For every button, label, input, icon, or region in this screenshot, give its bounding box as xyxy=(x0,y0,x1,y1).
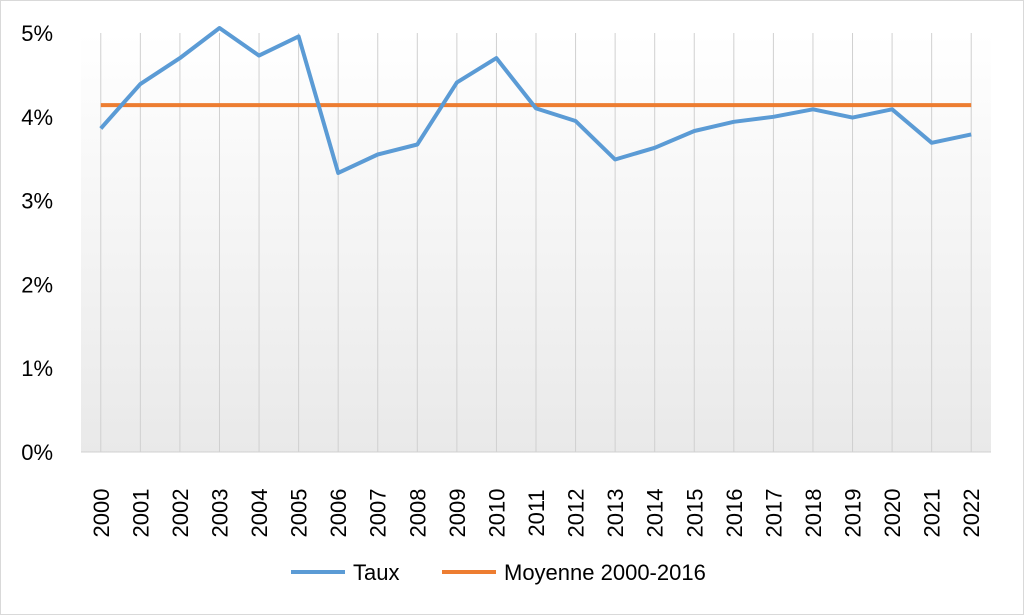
x-tick-label: 2002 xyxy=(168,489,193,538)
y-tick-label: 3% xyxy=(21,189,53,214)
legend-label: Taux xyxy=(353,560,399,585)
x-tick-label: 2003 xyxy=(207,489,232,538)
x-tick-label: 2013 xyxy=(603,489,628,538)
x-tick-label: 2021 xyxy=(920,489,945,538)
x-tick-label: 2017 xyxy=(761,489,786,538)
x-tick-label: 2015 xyxy=(682,489,707,538)
y-tick-label: 5% xyxy=(21,21,53,46)
gridlines xyxy=(81,33,991,453)
x-tick-label: 2018 xyxy=(801,489,826,538)
x-tick-label: 2020 xyxy=(880,489,905,538)
x-tick-label: 2022 xyxy=(959,489,984,538)
x-tick-label: 2011 xyxy=(524,489,549,536)
y-tick-label: 1% xyxy=(21,356,53,381)
x-tick-label: 2008 xyxy=(405,489,430,538)
x-tick-label: 2004 xyxy=(247,489,272,538)
y-axis-tick-labels: 0% 1% 2% 3% 4% 5% xyxy=(21,21,53,465)
y-tick-label: 0% xyxy=(21,440,53,465)
y-tick-label: 4% xyxy=(21,105,53,130)
x-tick-label: 2012 xyxy=(564,489,589,538)
x-tick-label: 2000 xyxy=(89,489,114,538)
x-tick-label: 2006 xyxy=(326,489,351,538)
x-tick-label: 2005 xyxy=(287,489,312,538)
series-line xyxy=(99,26,972,175)
x-tick-label: 2007 xyxy=(366,489,391,538)
x-tick-label: 2001 xyxy=(128,489,153,538)
x-tick-label: 2019 xyxy=(841,489,866,538)
x-tick-label: 2010 xyxy=(484,489,509,538)
legend-label: Moyenne 2000-2016 xyxy=(504,560,706,585)
y-tick-label: 2% xyxy=(21,272,53,297)
x-tick-label: 2009 xyxy=(445,489,470,538)
series-lines xyxy=(99,26,972,175)
x-axis-tick-labels: 2000 2001 2002 2003 2004 2005 2006 2007 2008 2009… xyxy=(89,489,984,538)
x-tick-label: 2016 xyxy=(722,489,747,538)
legend: Taux Moyenne 2000-2016 xyxy=(291,560,706,585)
x-tick-label: 2014 xyxy=(643,489,668,538)
